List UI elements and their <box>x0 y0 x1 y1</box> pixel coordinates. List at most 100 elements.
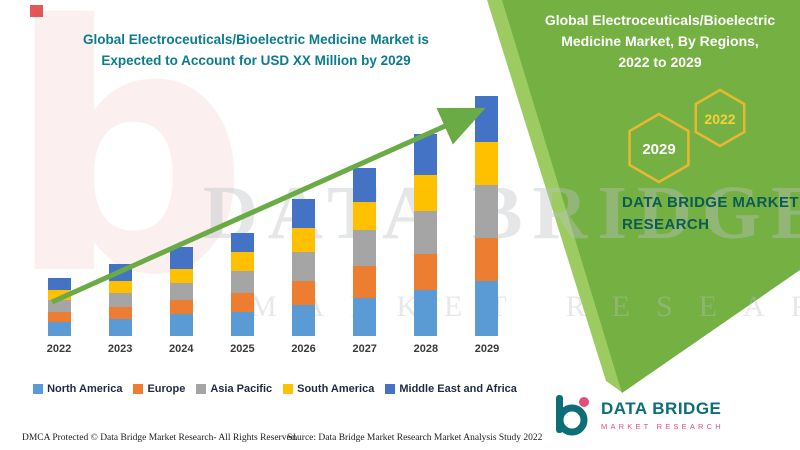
right-panel-title-line2: Medicine Market, By Regions, <box>561 33 759 49</box>
legend-item-middle-east-and-africa: Middle East and Africa <box>385 383 517 395</box>
hexagon-2029-label: 2029 <box>642 141 675 158</box>
legend-swatch-icon <box>196 384 207 394</box>
legend-label: South America <box>297 383 375 395</box>
chart-legend: North America Europe Asia Pacific South Ame… <box>10 383 540 395</box>
chart-title: Global Electroceuticals/Bioelectric Medi… <box>38 30 474 72</box>
bar-2024: 2024 <box>164 247 198 355</box>
bar-segment-middle-east-and-africa <box>230 232 254 253</box>
x-axis-label: 2025 <box>230 343 255 355</box>
bar-2028: 2028 <box>409 134 443 355</box>
bar-segment-europe <box>414 254 438 291</box>
right-panel-title: Global Electroceuticals/Bioelectric Medi… <box>533 10 787 73</box>
bar-segment-asia-pacific <box>230 271 254 293</box>
bar-stack-2024 <box>169 247 193 336</box>
chart-title-line2: Expected to Account for USD XX Million b… <box>101 52 411 68</box>
bar-segment-middle-east-and-africa <box>108 264 132 281</box>
company-logo-text: DATA BRIDGE MARKET RESEARCH <box>601 399 724 431</box>
right-panel-brand-line1: DATA BRIDGE MARKET <box>622 194 799 211</box>
legend-swatch-icon <box>385 384 396 394</box>
bar-segment-europe <box>230 292 254 312</box>
x-axis-label: 2026 <box>291 343 316 355</box>
bar-segment-south-america <box>292 228 316 253</box>
bar-segment-north-america <box>292 304 316 336</box>
bar-segment-north-america <box>47 321 71 336</box>
bar-segment-europe <box>292 280 316 305</box>
bar-segment-middle-east-and-africa <box>169 247 193 269</box>
bar-segment-asia-pacific <box>353 230 377 267</box>
legend-item-europe: Europe <box>133 383 185 395</box>
bar-segment-middle-east-and-africa <box>414 134 438 176</box>
legend-label: Middle East and Africa <box>399 383 517 395</box>
hexagon-2022-label: 2022 <box>704 111 735 127</box>
bar-segment-south-america <box>47 290 71 301</box>
bar-2025: 2025 <box>225 232 259 355</box>
bar-segment-north-america <box>108 319 132 336</box>
bar-stack-2022 <box>47 278 71 336</box>
bar-segment-asia-pacific <box>475 184 499 238</box>
bar-segment-asia-pacific <box>47 300 71 313</box>
footer-dmca-text: DMCA Protected © Data Bridge Market Rese… <box>22 433 298 443</box>
bar-stack-2028 <box>414 134 438 336</box>
bar-2027: 2027 <box>348 168 382 355</box>
right-panel-brand-text: DATA BRIDGE MARKET RESEARCH <box>622 192 799 236</box>
footer-source-text: Source: Data Bridge Market Research Mark… <box>287 433 543 443</box>
bar-segment-asia-pacific <box>108 292 132 308</box>
legend-swatch-icon <box>33 384 44 394</box>
company-logo-name: DATA BRIDGE <box>601 399 722 418</box>
x-axis-label: 2027 <box>352 343 377 355</box>
x-axis-label: 2023 <box>107 343 133 355</box>
company-logo-subtitle: MARKET RESEARCH <box>601 422 724 431</box>
legend-label: Asia Pacific <box>210 383 273 395</box>
bar-segment-north-america <box>169 314 193 336</box>
legend-item-south-america: South America <box>283 383 374 395</box>
bar-segment-europe <box>47 312 71 322</box>
right-panel-brand-line2: RESEARCH <box>622 215 710 233</box>
legend-label: North America <box>47 383 123 395</box>
bar-stack-2025 <box>230 232 254 336</box>
company-logo-icon <box>556 395 589 436</box>
bar-2029: 2029 <box>470 96 504 355</box>
bar-segment-middle-east-and-africa <box>47 278 71 291</box>
bar-segment-middle-east-and-africa <box>292 199 316 229</box>
bar-2022: 2022 <box>42 278 76 355</box>
bar-segment-south-america <box>414 175 438 212</box>
x-axis-label: 2029 <box>474 343 500 355</box>
bar-stack-2026 <box>292 199 316 336</box>
bar-segment-europe <box>169 300 193 315</box>
bar-segment-asia-pacific <box>292 252 316 281</box>
bar-segment-north-america <box>414 290 438 336</box>
bar-2023: 2023 <box>103 264 137 355</box>
bar-stack-2023 <box>108 264 132 336</box>
legend-swatch-icon <box>283 384 294 394</box>
bar-segment-north-america <box>230 312 254 336</box>
bar-segment-south-america <box>475 141 499 185</box>
bar-segment-north-america <box>353 297 377 336</box>
legend-item-asia-pacific: Asia Pacific <box>196 383 272 395</box>
bar-2026: 2026 <box>287 199 321 355</box>
bar-segment-europe <box>475 237 499 281</box>
legend-item-north-america: North America <box>33 383 122 395</box>
hexagon-badges: 2029 2022 <box>628 88 746 184</box>
hexagon-2022-icon <box>694 88 746 148</box>
bar-segment-north-america <box>475 280 499 336</box>
bar-segment-asia-pacific <box>414 211 438 255</box>
bar-stack-2027 <box>353 168 377 336</box>
x-axis-label: 2022 <box>46 343 72 355</box>
bar-segment-south-america <box>108 280 132 293</box>
right-panel-title-line3: 2022 to 2029 <box>618 54 702 70</box>
watermark-red-accent <box>30 5 43 17</box>
bar-segment-south-america <box>353 201 377 231</box>
stacked-bar-chart: 2022 2023 2024 2025 2026 2027 2028 2029 <box>42 96 504 355</box>
bar-segment-south-america <box>169 268 193 284</box>
bar-segment-asia-pacific <box>169 283 193 301</box>
x-axis-label: 2024 <box>169 343 194 355</box>
bar-segment-middle-east-and-africa <box>353 168 377 202</box>
legend-label: Europe <box>147 383 186 395</box>
bar-segment-south-america <box>230 252 254 272</box>
bar-segment-europe <box>108 307 132 320</box>
bar-segment-europe <box>353 266 377 298</box>
legend-swatch-icon <box>133 384 144 394</box>
right-panel-title-line1: Global Electroceuticals/Bioelectric <box>544 12 776 28</box>
bar-segment-middle-east-and-africa <box>475 96 499 142</box>
